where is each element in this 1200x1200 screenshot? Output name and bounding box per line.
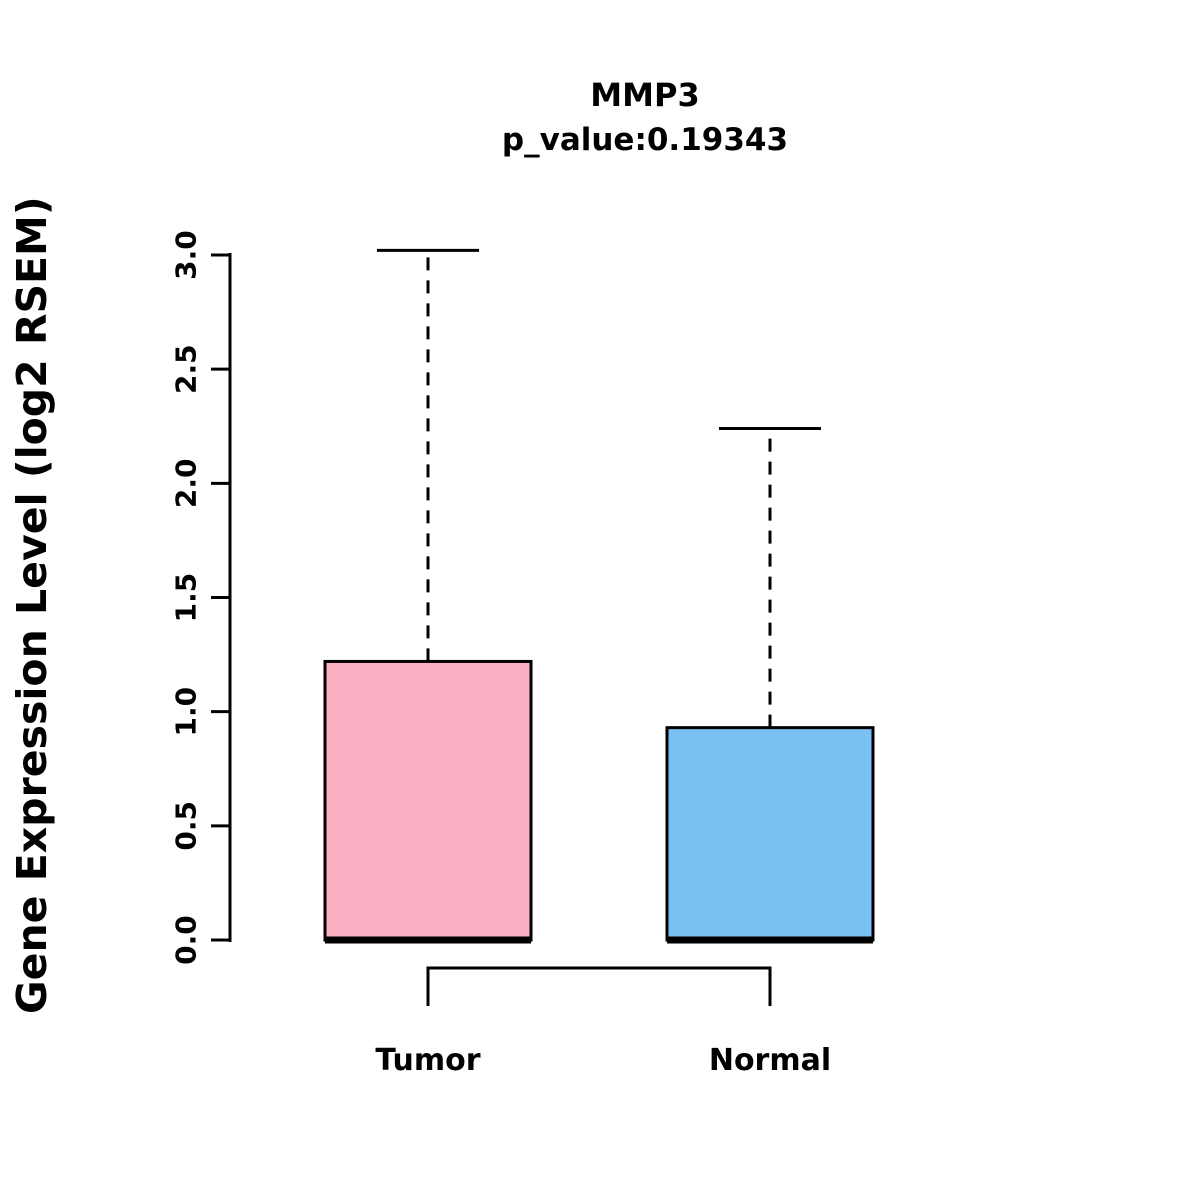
box-tumor [323,659,533,942]
group-label-normal: Normal [709,1043,831,1078]
y-tick-label: 2.5 [170,344,203,394]
y-tick-label: 3.0 [170,230,203,280]
y-tick-label: 2.0 [170,459,203,509]
chart-subtitle: p_value:0.19343 [501,122,789,158]
group-label-tumor: Tumor [375,1043,480,1078]
comparison-bracket [426,966,772,1006]
box-normal [665,726,875,942]
y-tick-label: 0.5 [170,801,203,851]
y-tick-label: 1.5 [170,573,203,623]
y-tick-label: 1.0 [170,687,203,737]
chart-title: MMP3 [590,76,700,114]
y-tick-label: 0.0 [170,915,203,965]
